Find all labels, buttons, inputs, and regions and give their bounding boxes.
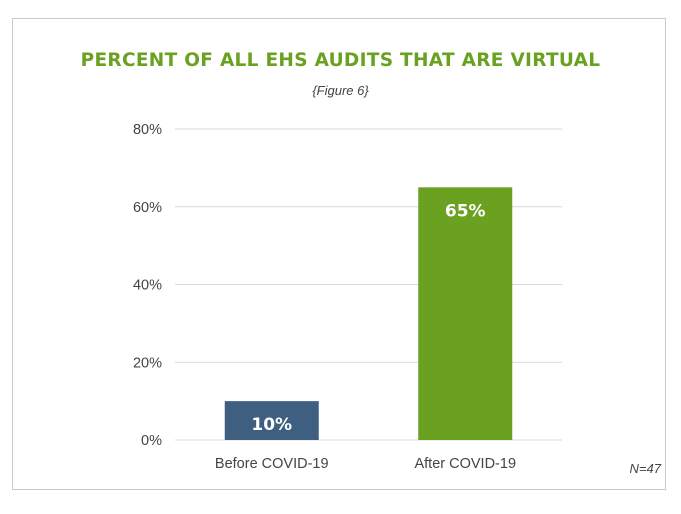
y-tick-label: 40%: [133, 278, 162, 294]
x-category-label: After COVID-19: [414, 456, 516, 472]
chart-frame: [12, 18, 666, 490]
bar: [418, 187, 513, 440]
sample-size-note: N=47: [629, 461, 661, 476]
chart-title: PERCENT OF ALL EHS AUDITS THAT ARE VIRTU…: [80, 50, 601, 71]
y-tick-label: 80%: [133, 122, 162, 138]
y-tick-label: 20%: [133, 355, 162, 371]
chart-subtitle: {Figure 6}: [312, 83, 369, 98]
x-category-label: Before COVID-19: [215, 456, 329, 472]
bar-value-label: 65%: [445, 201, 486, 221]
y-tick-label: 0%: [141, 433, 162, 449]
y-tick-label: 60%: [133, 200, 162, 216]
bar-value-label: 10%: [251, 415, 292, 435]
bar: [224, 401, 319, 440]
